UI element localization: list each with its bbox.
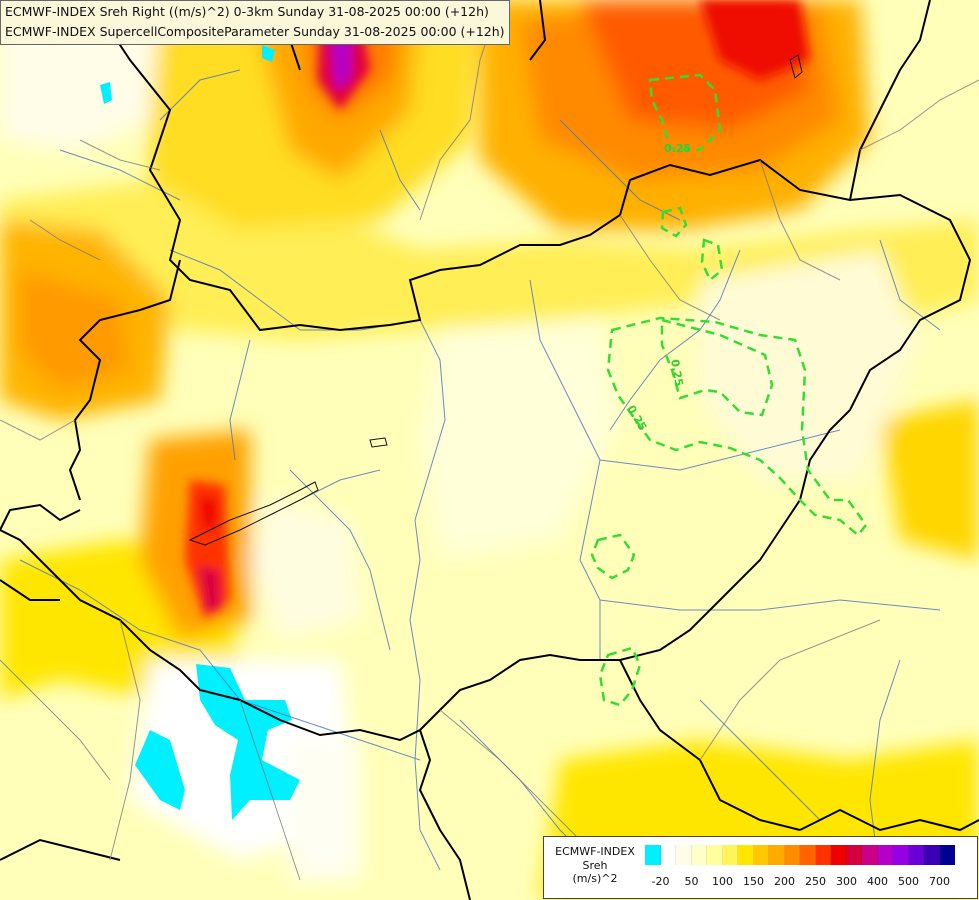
legend-line-1: ECMWF-INDEX [555, 845, 635, 858]
legend-swatch [939, 845, 955, 865]
legend-tick-label: 300 [836, 875, 857, 888]
legend-swatch [769, 845, 785, 865]
legend-swatch [862, 845, 878, 865]
legend-tick-label: 100 [712, 875, 733, 888]
legend-swatch [924, 845, 940, 865]
legend-color-bar [645, 845, 955, 865]
legend-swatch [800, 845, 816, 865]
legend-tick-label: 700 [929, 875, 950, 888]
legend-line-3: (m/s)^2 [572, 872, 618, 885]
legend-swatch [831, 845, 847, 865]
contour-label: 0.25 [668, 358, 686, 387]
legend-tick-label: 150 [743, 875, 764, 888]
legend-swatch [738, 845, 754, 865]
legend-line-2: Sreh [582, 858, 608, 872]
negative-sreh-patches [100, 45, 300, 820]
legend-swatch [707, 845, 723, 865]
legend-swatch [877, 845, 893, 865]
legend-swatch [753, 845, 769, 865]
legend-tick-label: -20 [651, 875, 670, 888]
title-line-2: ECMWF-INDEX SupercellCompositeParameter … [5, 24, 505, 39]
legend-swatch [846, 845, 862, 865]
legend-swatch [893, 845, 909, 865]
lakes [188, 54, 803, 546]
legend-swatch [784, 845, 800, 865]
title-line-1: ECMWF-INDEX Sreh Right ((m/s)^2) 0-3km S… [5, 4, 489, 19]
legend-swatch [691, 845, 707, 865]
color-legend: ECMWF-INDEX Sreh (m/s)^2 -20 50 100 150 200 2… [543, 836, 978, 899]
legend-tick-label: 500 [898, 875, 919, 888]
legend-tick-label: 200 [774, 875, 795, 888]
legend-tick-label: 400 [867, 875, 888, 888]
scp-contours [590, 73, 868, 707]
contour-label: 0.25 [664, 142, 691, 155]
legend-swatch [908, 845, 924, 865]
legend-swatch [645, 845, 661, 865]
legend-title: ECMWF-INDEX Sreh (m/s)^2 [546, 845, 644, 886]
legend-swatch [722, 845, 738, 865]
legend-swatch [676, 845, 692, 865]
map-title: ECMWF-INDEX Sreh Right ((m/s)^2) 0-3km S… [0, 0, 510, 45]
legend-swatch [815, 845, 831, 865]
legend-swatch [660, 845, 676, 865]
legend-tick-label: 250 [805, 875, 826, 888]
legend-tick-label: 50 [684, 875, 699, 888]
regional-borders [0, 0, 979, 881]
